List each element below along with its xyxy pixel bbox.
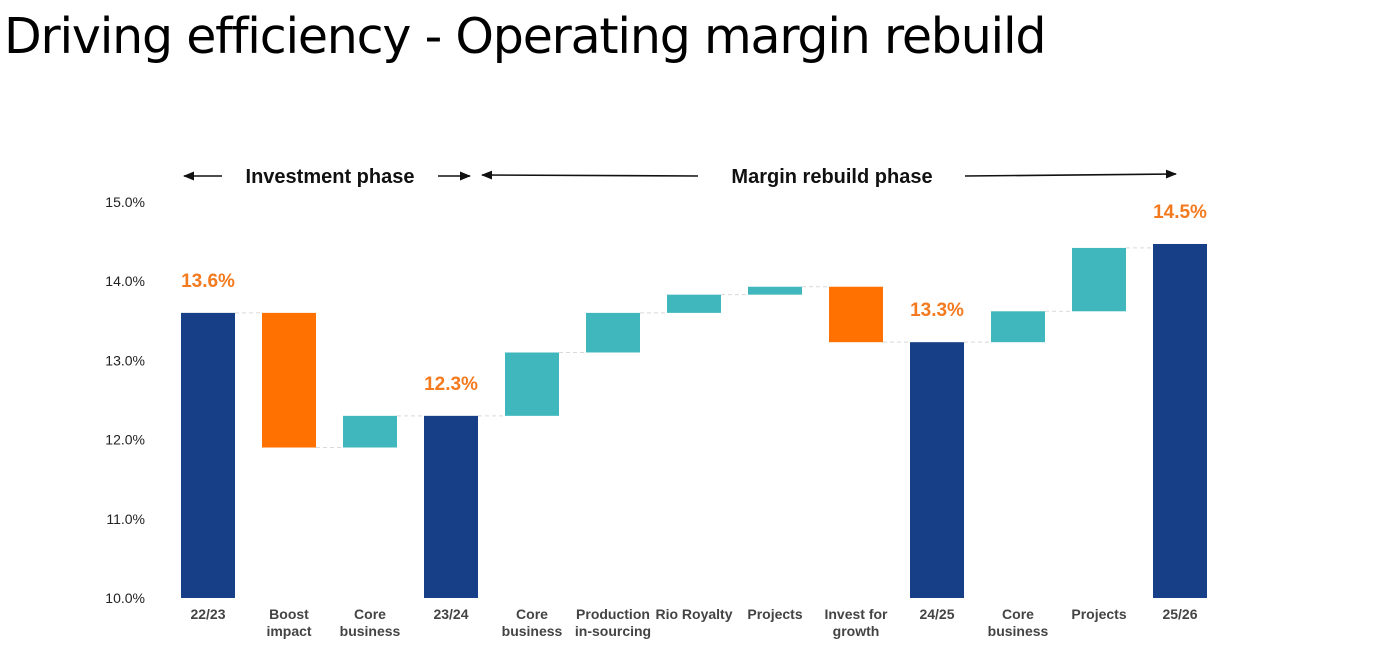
x-tick-label: Projects xyxy=(1071,606,1126,622)
x-tick-label: Rio Royalty xyxy=(655,606,732,622)
x-tick-label: Core business xyxy=(502,606,563,639)
y-tick-label: 13.0% xyxy=(105,352,145,368)
bar-increase xyxy=(586,312,640,353)
page-title: Driving efficiency - Operating margin re… xyxy=(4,8,1046,65)
x-tick-label: Boost impact xyxy=(266,606,311,639)
bar-increase xyxy=(748,286,802,295)
bars xyxy=(181,243,1207,598)
investment-phase-label: Investment phase xyxy=(246,166,415,188)
data-labels: 13.6% 12.3% 13.3% 14.5% xyxy=(181,202,1207,395)
y-axis: 10.0% 11.0% 12.0% 13.0% 14.0% 15.0% xyxy=(105,194,145,606)
connector-lines xyxy=(235,247,1153,449)
phase-annotations: Investment phase Margin rebuild phase xyxy=(182,166,1178,188)
bar-increase xyxy=(991,311,1045,343)
bar-increase xyxy=(505,352,559,416)
y-tick-label: 11.0% xyxy=(106,511,145,527)
bar-total xyxy=(181,312,235,598)
y-tick-label: 10.0% xyxy=(105,590,145,606)
bar-total xyxy=(910,342,964,598)
data-label: 12.3% xyxy=(424,374,478,395)
data-label: 14.5% xyxy=(1153,202,1207,223)
margin-rebuild-phase-label: Margin rebuild phase xyxy=(731,166,932,188)
bar-decrease xyxy=(829,286,883,343)
x-axis: 22/23 Boost impact Core business 23/24 Core bus… xyxy=(190,606,1197,639)
x-tick-label: 22/23 xyxy=(190,606,225,622)
margin-rebuild-phase-arrow-right xyxy=(964,169,1178,179)
x-tick-label: Invest for growth xyxy=(824,606,888,639)
bar-increase xyxy=(1072,247,1126,312)
x-tick-label: Core business xyxy=(988,606,1049,639)
bar-increase xyxy=(343,415,397,448)
x-tick-label: 25/26 xyxy=(1162,606,1197,622)
y-tick-label: 15.0% xyxy=(105,194,145,210)
x-tick-label: 24/25 xyxy=(919,606,954,622)
bar-total xyxy=(424,415,478,598)
x-tick-label: 23/24 xyxy=(433,606,468,622)
bar-total xyxy=(1153,243,1207,598)
x-tick-label: Core business xyxy=(340,606,401,639)
data-label: 13.6% xyxy=(181,271,235,292)
bar-decrease xyxy=(262,312,316,448)
bar-increase xyxy=(667,294,721,313)
x-tick-label: Production in-sourcing xyxy=(575,606,651,639)
margin-rebuild-phase-arrow-left xyxy=(480,170,699,180)
x-tick-label: Projects xyxy=(747,606,802,622)
y-tick-label: 12.0% xyxy=(105,432,145,448)
y-tick-label: 14.0% xyxy=(105,273,145,289)
data-label: 13.3% xyxy=(910,300,964,321)
